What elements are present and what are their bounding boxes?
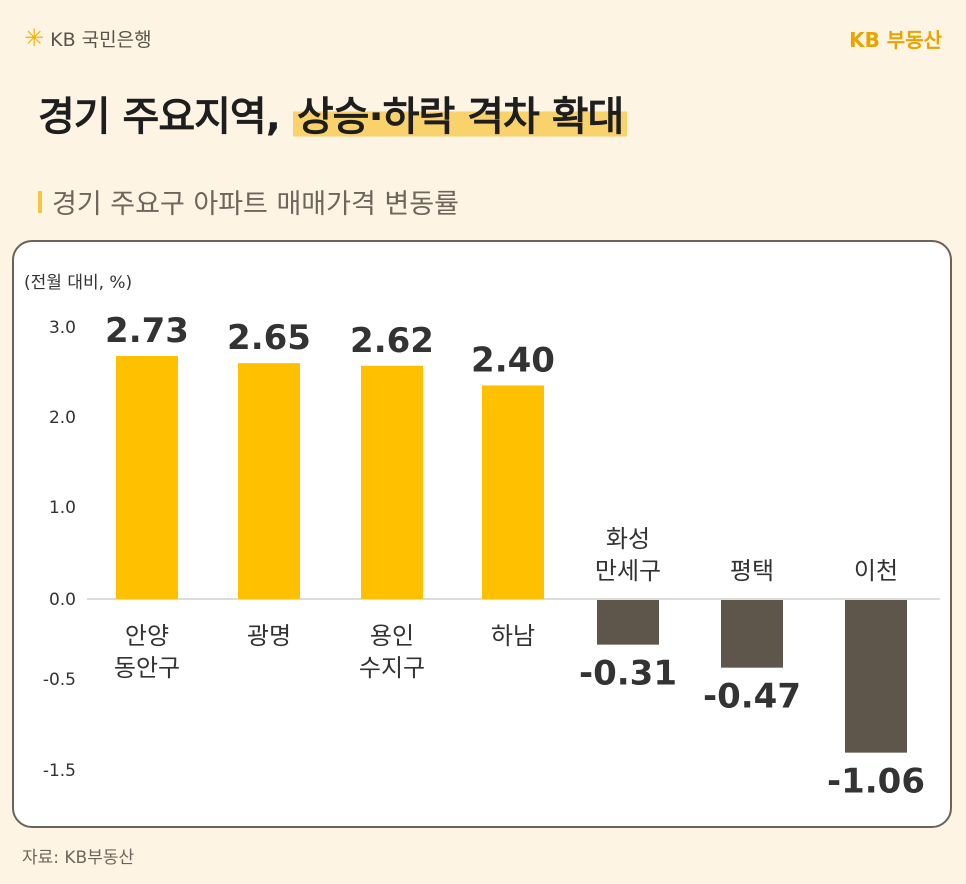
category-label: 수지구: [359, 654, 425, 682]
bar: [482, 385, 544, 599]
value-label: -0.31: [579, 654, 677, 694]
bar: [597, 600, 659, 645]
category-label: 하남: [491, 622, 535, 650]
category-label: 동안구: [114, 654, 180, 682]
category-label: 평택: [730, 557, 774, 585]
title-highlight: 상승·하락 격차 확대: [292, 94, 628, 140]
subtitle-text: 경기 주요구 아파트 매매가격 변동률: [52, 189, 459, 220]
category-label: 광명: [247, 622, 291, 650]
value-label: -1.06: [827, 762, 925, 802]
title-part1: 경기 주요지역,: [38, 94, 281, 140]
value-label: 2.62: [350, 321, 434, 361]
bar: [116, 356, 178, 599]
y-tick-label: 1.0: [49, 498, 76, 518]
kb-real-estate-logo: KB 부동산: [849, 28, 942, 52]
chart-subtitle: 경기 주요구 아파트 매매가격 변동률: [38, 182, 459, 221]
y-tick-label: -1.5: [43, 761, 76, 781]
category-label: 만세구: [595, 557, 661, 585]
kb-kookmin-bank-logo: ✳ KB 국민은행: [24, 24, 152, 52]
category-label: 화성: [606, 525, 650, 553]
category-label: 안양: [125, 622, 169, 650]
y-tick-label: 2.0: [49, 408, 76, 428]
page-title: 경기 주요지역, 상승·하락 격차 확대: [38, 84, 628, 142]
unit-label: (전월 대비, %): [24, 273, 133, 293]
category-label: 이천: [854, 557, 898, 585]
y-tick-label: 3.0: [49, 318, 76, 338]
value-label: 2.40: [471, 340, 555, 380]
category-label: 용인: [370, 622, 414, 650]
bar: [238, 363, 300, 599]
y-tick-label: 0.0: [49, 590, 76, 610]
source-note: 자료: KB부동산: [22, 848, 135, 868]
value-label: -0.47: [703, 677, 801, 717]
kb-star-icon: ✳: [24, 24, 45, 52]
bar: [845, 600, 907, 753]
value-label: 2.73: [105, 311, 189, 351]
subtitle-accent-bar: [38, 190, 42, 213]
bank-logo-text: KB 국민은행: [50, 28, 152, 51]
value-label: 2.65: [227, 318, 311, 358]
y-tick-label: -0.5: [43, 670, 76, 690]
bar: [721, 600, 783, 668]
bar: [361, 365, 423, 599]
